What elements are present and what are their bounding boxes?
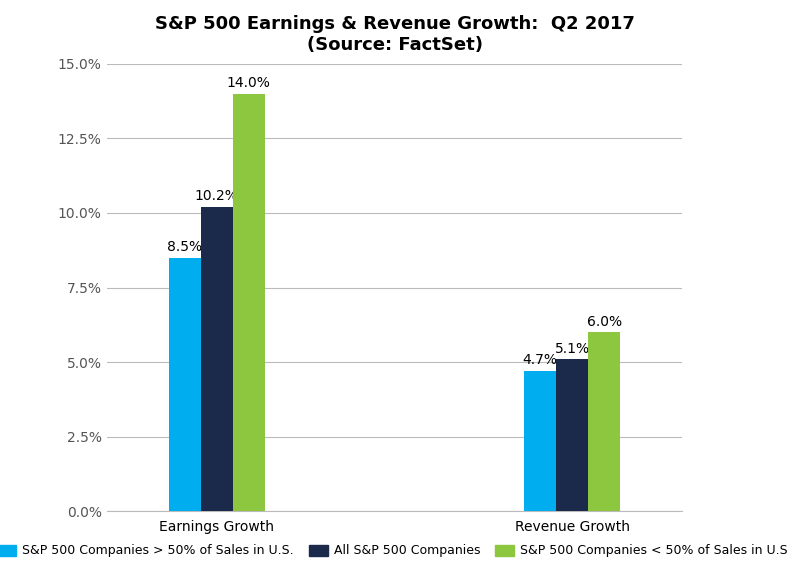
Text: 5.1%: 5.1% <box>555 341 589 356</box>
Title: S&P 500 Earnings & Revenue Growth:  Q2 2017
(Source: FactSet): S&P 500 Earnings & Revenue Growth: Q2 20… <box>155 15 634 54</box>
Text: 4.7%: 4.7% <box>522 353 558 367</box>
Text: 10.2%: 10.2% <box>195 189 239 204</box>
Bar <box>169 257 201 511</box>
Bar <box>233 94 265 511</box>
Bar <box>556 359 588 511</box>
Bar <box>201 207 233 511</box>
Text: 14.0%: 14.0% <box>227 76 271 90</box>
Bar <box>588 332 620 511</box>
Text: 8.5%: 8.5% <box>167 240 203 254</box>
Legend: S&P 500 Companies > 50% of Sales in U.S., All S&P 500 Companies, S&P 500 Compani: S&P 500 Companies > 50% of Sales in U.S.… <box>0 545 789 558</box>
Bar <box>524 371 556 511</box>
Text: 6.0%: 6.0% <box>586 315 622 329</box>
